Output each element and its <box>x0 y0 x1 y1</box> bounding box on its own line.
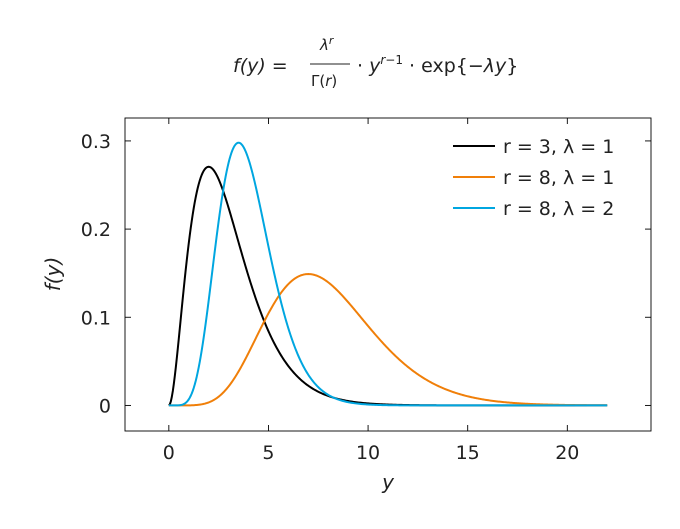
legend-label-1: r = 3, λ = 1 <box>503 136 614 158</box>
tick-group: 0 5 10 15 20 0 0.1 0.2 0.3 <box>81 118 651 464</box>
y-tick-label: 0.3 <box>81 131 111 153</box>
title-rest: · yr−1 · exp{−λy} <box>357 53 518 77</box>
legend: r = 3, λ = 1 r = 8, λ = 1 r = 8, λ = 2 <box>453 136 614 220</box>
chart-title: f(y) = λr Γ(r) · yr−1 · exp{−λy} <box>233 34 518 90</box>
title-denominator: Γ(r) <box>311 72 337 90</box>
x-tick-label: 0 <box>163 442 175 464</box>
legend-label-3: r = 8, λ = 2 <box>503 198 614 220</box>
x-axis-label: y <box>381 470 395 494</box>
x-tick-label: 10 <box>356 442 380 464</box>
title-numerator: λr <box>319 34 335 54</box>
title-lhs: f(y) = <box>233 55 288 77</box>
y-tick-label: 0.1 <box>81 307 111 329</box>
x-tick-label: 20 <box>555 442 579 464</box>
x-tick-label: 15 <box>456 442 480 464</box>
plot-area <box>124 117 652 432</box>
y-tick-label: 0 <box>99 395 111 417</box>
series-line-3 <box>168 141 608 407</box>
series-lines <box>168 141 608 407</box>
series-line-2 <box>168 273 608 407</box>
y-tick-label: 0.2 <box>81 219 111 241</box>
x-tick-label: 5 <box>262 442 274 464</box>
y-axis-label: f(y) <box>41 257 65 291</box>
legend-label-2: r = 8, λ = 1 <box>503 167 614 189</box>
